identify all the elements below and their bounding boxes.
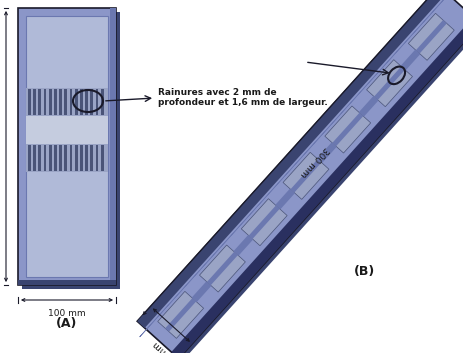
Bar — [54, 89, 57, 115]
Bar — [54, 145, 57, 171]
Bar — [38, 89, 41, 115]
Polygon shape — [137, 0, 463, 353]
Bar — [85, 89, 88, 115]
Bar — [28, 145, 31, 171]
Polygon shape — [358, 96, 378, 117]
Polygon shape — [241, 199, 287, 246]
Bar — [33, 89, 36, 115]
Bar — [44, 89, 46, 115]
Bar — [49, 89, 51, 115]
Bar — [95, 145, 98, 171]
Polygon shape — [415, 20, 446, 54]
Bar — [75, 145, 77, 171]
Text: Rainures avec 2 mm de
profondeur et 1,6 mm de largeur.: Rainures avec 2 mm de profondeur et 1,6 … — [158, 88, 327, 107]
Polygon shape — [275, 189, 294, 209]
Polygon shape — [165, 298, 196, 331]
Text: 300 mm: 300 mm — [298, 145, 329, 179]
Bar — [85, 145, 88, 171]
Polygon shape — [400, 50, 419, 70]
Bar — [28, 89, 31, 115]
Polygon shape — [137, 0, 446, 328]
Bar — [69, 89, 72, 115]
Polygon shape — [332, 113, 363, 146]
Bar — [26, 144, 108, 172]
Polygon shape — [140, 0, 463, 353]
Text: 100 mm: 100 mm — [48, 309, 86, 318]
Polygon shape — [206, 252, 238, 285]
Bar — [26, 16, 108, 277]
Bar — [18, 280, 116, 285]
Bar — [49, 145, 51, 171]
Polygon shape — [191, 281, 211, 302]
Polygon shape — [233, 235, 252, 256]
Bar — [75, 89, 77, 115]
Bar — [59, 145, 62, 171]
Polygon shape — [199, 245, 245, 292]
Polygon shape — [373, 66, 404, 100]
Text: (B): (B) — [354, 265, 375, 279]
Polygon shape — [324, 106, 370, 153]
Polygon shape — [248, 205, 279, 239]
Bar — [33, 145, 36, 171]
Bar — [80, 145, 83, 171]
Text: 250 mm: 250 mm — [0, 129, 3, 164]
Bar — [22, 12, 120, 289]
Bar — [64, 145, 67, 171]
Polygon shape — [171, 17, 463, 353]
Bar — [44, 145, 46, 171]
Bar — [64, 89, 67, 115]
Bar — [18, 8, 116, 285]
Polygon shape — [282, 152, 328, 199]
Bar — [95, 89, 98, 115]
Polygon shape — [139, 0, 454, 337]
Bar — [69, 145, 72, 171]
Bar — [100, 89, 103, 115]
Bar — [38, 145, 41, 171]
Bar — [26, 88, 108, 116]
Polygon shape — [316, 142, 336, 163]
Bar — [80, 89, 83, 115]
Bar — [26, 116, 108, 144]
Bar — [100, 145, 103, 171]
Polygon shape — [366, 60, 412, 107]
Bar — [59, 89, 62, 115]
Bar — [90, 145, 93, 171]
Text: (A): (A) — [56, 317, 77, 330]
Text: 60 mm: 60 mm — [151, 339, 181, 353]
Polygon shape — [407, 13, 453, 60]
Polygon shape — [157, 291, 203, 339]
Bar — [90, 89, 93, 115]
Polygon shape — [290, 159, 321, 193]
Bar — [110, 8, 116, 285]
